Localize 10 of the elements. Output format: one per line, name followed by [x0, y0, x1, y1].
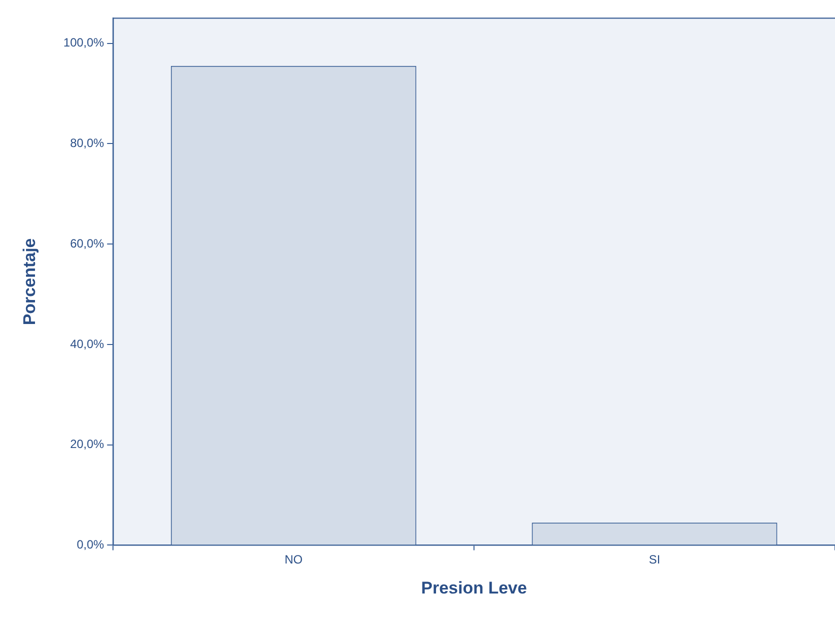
x-tick-label: NO — [284, 552, 303, 567]
y-tick-label: 40,0% — [70, 336, 104, 351]
y-tick-label: 100,0% — [63, 36, 104, 50]
y-tick-label: 60,0% — [70, 236, 104, 250]
x-axis-title: Presion Leve — [421, 578, 527, 598]
x-tick-label: SI — [648, 552, 660, 567]
y-tick-label: 0,0% — [76, 538, 104, 552]
y-tick-label: 20,0% — [70, 437, 104, 452]
y-axis-title: Porcentaje — [20, 238, 39, 326]
y-tick-label: 80,0% — [70, 136, 104, 150]
